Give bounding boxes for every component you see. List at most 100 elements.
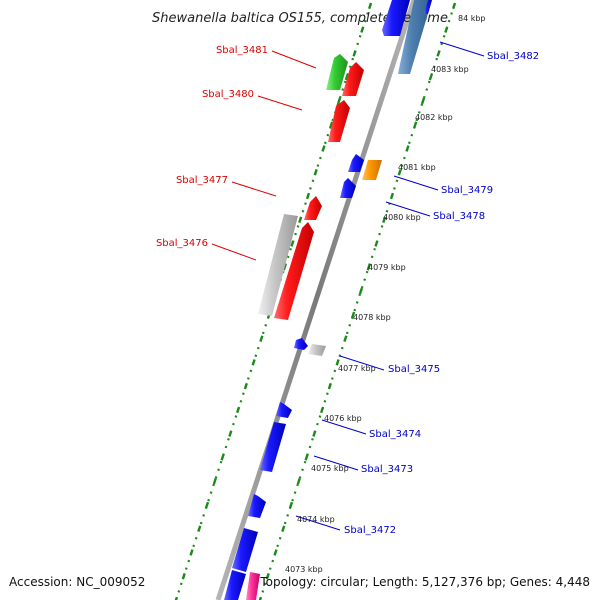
map-title: Shewanella baltica OS155, complete genom…	[152, 11, 448, 26]
scale-tick	[420, 97, 426, 105]
scale-tick	[320, 406, 325, 414]
kbp-label: 4074 kbp	[297, 515, 335, 524]
callout-line	[339, 355, 385, 371]
gene-feature-blue[interactable]	[248, 494, 266, 518]
scale-tick	[288, 501, 294, 509]
scale-tick	[181, 573, 186, 580]
genome-backbone	[215, 0, 417, 600]
gene-feature-blue[interactable]	[260, 422, 286, 472]
scale-tick	[305, 192, 311, 200]
gene-feature-blue[interactable]	[232, 528, 258, 572]
gene-label[interactable]: Sbal_3475	[388, 364, 440, 375]
gene-feature-red[interactable]	[328, 100, 350, 142]
callout-line	[211, 243, 257, 261]
gene-label[interactable]: Sbal_3482	[487, 51, 539, 62]
callout-line	[257, 95, 303, 111]
gene-label[interactable]: Sbal_3478	[433, 211, 485, 222]
gene-feature-gray[interactable]	[258, 214, 298, 316]
scale-tick	[360, 26, 365, 33]
gene-feature-blue[interactable]	[224, 570, 246, 600]
right-gene-labels: Sbal_3482 Sbal_3479 Sbal_3478 Sbal_3475 …	[295, 41, 539, 536]
gene-label[interactable]: Sbal_3477	[176, 175, 228, 186]
scale-tick	[444, 26, 449, 33]
scale-tick	[343, 335, 348, 342]
scale-tick	[327, 382, 332, 390]
gene-feature-red[interactable]	[342, 62, 364, 96]
scale-tick	[296, 477, 301, 485]
scale-tick	[265, 573, 270, 580]
scale-tick	[366, 264, 371, 271]
gene-label[interactable]: Sbal_3481	[216, 45, 268, 56]
callout-line	[439, 41, 485, 57]
gene-feature-blue[interactable]	[348, 154, 364, 172]
gene-label[interactable]: Sbal_3479	[441, 185, 493, 196]
scale-tick	[329, 121, 334, 128]
scale-tick	[204, 501, 210, 509]
callout-line	[231, 181, 277, 197]
accession-text: Accession: NC_009052	[9, 575, 145, 589]
kbp-label: 4078 kbp	[353, 313, 391, 322]
scale-tick	[189, 549, 194, 556]
gene-feature-blue[interactable]	[340, 178, 356, 198]
scale-tick	[336, 97, 342, 105]
scale-tick	[251, 359, 256, 366]
outer-tick-ring	[174, 0, 374, 600]
scale-tick	[374, 240, 379, 247]
gene-feature-red[interactable]	[304, 196, 322, 220]
gene-feature-blue[interactable]	[424, 0, 432, 14]
scale-tick	[405, 145, 410, 152]
callout-line	[321, 419, 367, 435]
scale-tick	[344, 73, 349, 81]
gene-label[interactable]: Sbal_3473	[361, 464, 413, 475]
scale-tick	[298, 216, 303, 223]
kbp-label: 4075 kbp	[311, 464, 349, 473]
callout-line	[313, 455, 359, 471]
kbp-scale-labels: 84 kbp 4083 kbp 4082 kbp 4081 kbp 4080 k…	[285, 14, 486, 574]
scale-tick	[273, 549, 278, 556]
gene-feature-green[interactable]	[326, 54, 348, 90]
kbp-label: 84 kbp	[458, 14, 486, 23]
scale-tick	[452, 2, 457, 10]
gene-feature-blue[interactable]	[294, 338, 308, 350]
scale-tick	[321, 145, 326, 152]
scale-tick	[281, 525, 286, 532]
scale-tick	[236, 406, 241, 414]
kbp-label: 4083 kbp	[431, 65, 469, 74]
scale-tick	[197, 525, 202, 532]
scale-tick	[313, 169, 318, 176]
kbp-label: 4082 kbp	[415, 113, 453, 122]
gene-label[interactable]: Sbal_3480	[202, 89, 254, 100]
scale-tick	[212, 477, 217, 485]
scale-tick	[413, 121, 418, 128]
gene-feature-blue[interactable]	[276, 402, 292, 418]
scale-tick	[428, 73, 433, 81]
gene-feature-pink[interactable]	[246, 572, 260, 600]
callout-line	[385, 201, 431, 217]
gene-feature-blue[interactable]	[382, 0, 410, 36]
gene-label[interactable]: Sbal_3476	[156, 238, 208, 249]
callout-line	[295, 515, 341, 531]
gene-label[interactable]: Sbal_3472	[344, 525, 396, 536]
scale-tick	[351, 311, 356, 319]
scale-tick	[174, 596, 179, 600]
scale-tick	[290, 240, 295, 247]
left-gene-labels: Sbal_3481 Sbal_3480 Sbal_3477 Sbal_3476	[156, 45, 317, 261]
gene-feature-red[interactable]	[274, 222, 314, 320]
scale-tick	[436, 50, 441, 57]
scale-tick	[312, 430, 317, 437]
gene-label[interactable]: Sbal_3474	[369, 429, 421, 440]
gene-feature-gray[interactable]	[308, 344, 326, 356]
scale-tick	[368, 2, 373, 10]
scale-tick	[220, 454, 225, 461]
gene-feature-orange[interactable]	[362, 160, 382, 180]
callout-line	[393, 175, 439, 191]
scale-tick	[243, 382, 248, 390]
kbp-label: 4081 kbp	[398, 163, 436, 172]
kbp-label: 4079 kbp	[368, 263, 406, 272]
scale-tick	[228, 430, 233, 437]
gene-feature-steel[interactable]	[398, 0, 432, 74]
scale-tick	[335, 359, 340, 366]
kbp-label: 4076 kbp	[324, 414, 362, 423]
